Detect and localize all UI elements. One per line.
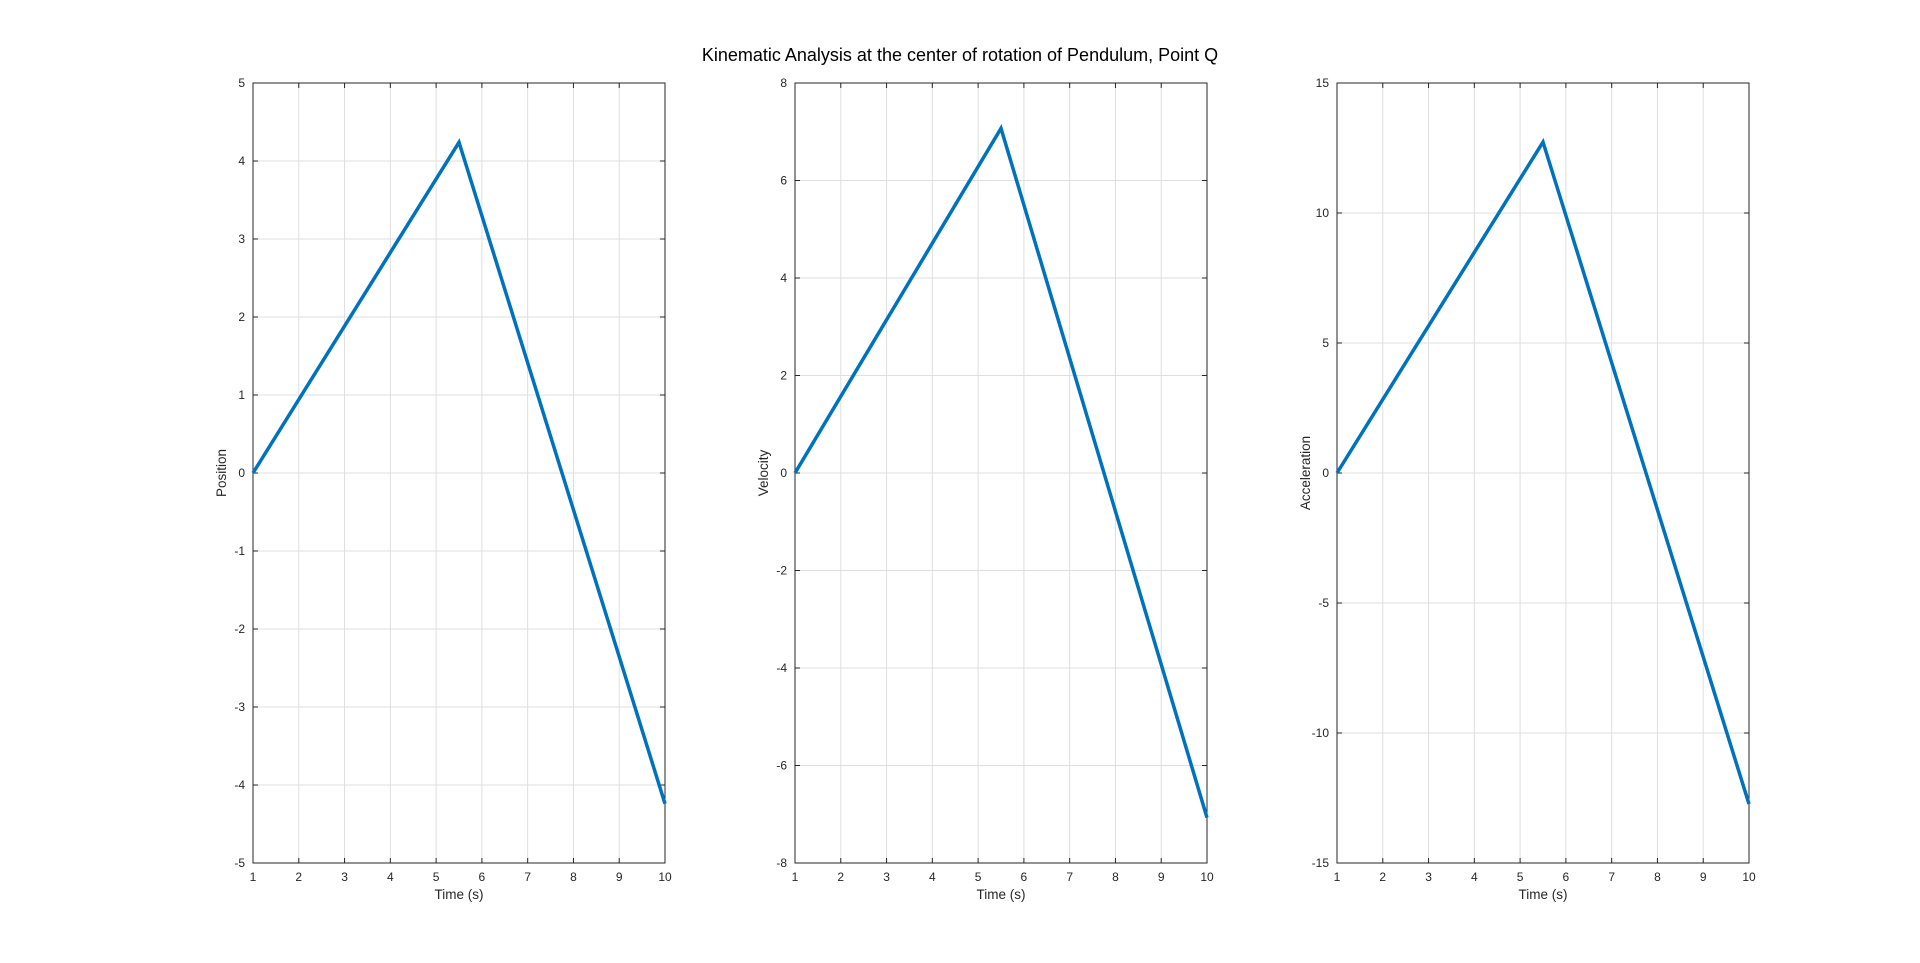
y-tick-label: -15 bbox=[1312, 856, 1330, 870]
y-tick-label: -8 bbox=[776, 856, 787, 870]
x-tick-label: 8 bbox=[1654, 870, 1661, 884]
x-tick-label: 4 bbox=[929, 870, 936, 884]
y-tick-label: -2 bbox=[776, 564, 787, 578]
x-axis-label: Time (s) bbox=[435, 887, 484, 902]
x-tick-label: 9 bbox=[1158, 870, 1165, 884]
x-tick-label: 7 bbox=[1608, 870, 1615, 884]
x-tick-label: 6 bbox=[1563, 870, 1570, 884]
x-tick-label: 3 bbox=[1425, 870, 1432, 884]
y-tick-label: 3 bbox=[238, 232, 245, 246]
x-tick-label: 10 bbox=[1200, 870, 1214, 884]
figure-title: Kinematic Analysis at the center of rota… bbox=[702, 45, 1218, 65]
x-tick-label: 3 bbox=[341, 870, 348, 884]
y-tick-label: 15 bbox=[1316, 76, 1330, 90]
x-tick-label: 3 bbox=[883, 870, 890, 884]
y-tick-label: 4 bbox=[780, 271, 787, 285]
y-tick-label: 4 bbox=[238, 154, 245, 168]
y-tick-label: 1 bbox=[238, 388, 245, 402]
y-tick-label: 0 bbox=[238, 466, 245, 480]
x-tick-label: 10 bbox=[658, 870, 672, 884]
x-tick-label: 10 bbox=[1742, 870, 1756, 884]
x-tick-label: 7 bbox=[524, 870, 531, 884]
x-tick-label: 8 bbox=[1112, 870, 1119, 884]
y-tick-label: 6 bbox=[780, 174, 787, 188]
x-axis-label: Time (s) bbox=[977, 887, 1026, 902]
y-axis-label: Velocity bbox=[756, 449, 771, 496]
y-axis-label: Acceleration bbox=[1298, 436, 1313, 510]
y-tick-label: -3 bbox=[234, 700, 245, 714]
x-tick-label: 1 bbox=[792, 870, 799, 884]
x-tick-label: 2 bbox=[837, 870, 844, 884]
y-tick-label: -5 bbox=[1318, 596, 1329, 610]
y-tick-label: 5 bbox=[238, 76, 245, 90]
x-tick-label: 9 bbox=[1700, 870, 1707, 884]
y-tick-label: 2 bbox=[238, 310, 245, 324]
x-tick-label: 2 bbox=[295, 870, 302, 884]
x-tick-label: 2 bbox=[1379, 870, 1386, 884]
x-tick-label: 1 bbox=[250, 870, 257, 884]
y-tick-label: 10 bbox=[1316, 206, 1330, 220]
x-tick-label: 7 bbox=[1066, 870, 1073, 884]
x-axis-label: Time (s) bbox=[1519, 887, 1568, 902]
x-tick-label: 8 bbox=[570, 870, 577, 884]
x-tick-label: 9 bbox=[616, 870, 623, 884]
x-tick-label: 6 bbox=[479, 870, 486, 884]
y-tick-label: -2 bbox=[234, 622, 245, 636]
x-tick-label: 4 bbox=[1471, 870, 1478, 884]
x-tick-label: 5 bbox=[1517, 870, 1524, 884]
series-line bbox=[251, 138, 667, 805]
y-tick-label: -4 bbox=[234, 778, 245, 792]
x-tick-label: 1 bbox=[1334, 870, 1341, 884]
y-tick-label: 0 bbox=[780, 466, 787, 480]
y-tick-label: 8 bbox=[780, 76, 787, 90]
series-line bbox=[793, 124, 1209, 819]
x-tick-label: 5 bbox=[975, 870, 982, 884]
x-tick-label: 6 bbox=[1021, 870, 1028, 884]
y-tick-label: -1 bbox=[234, 544, 245, 558]
y-tick-label: 0 bbox=[1322, 466, 1329, 480]
y-tick-label: -4 bbox=[776, 661, 787, 675]
y-axis-label: Position bbox=[214, 449, 229, 497]
subplot-1: 1 2 3 4 5 6 7 8 9 10 -5 -4 -3 -2 -1 0 1 2 3 4 5 Time (s) Posit… bbox=[214, 76, 672, 902]
y-tick-label: 5 bbox=[1322, 336, 1329, 350]
subplot-3: 1 2 3 4 5 6 7 8 9 10 -15 -10 -5 0 5 10 15 Time (s) Acceler… bbox=[1298, 76, 1756, 902]
x-tick-label: 5 bbox=[433, 870, 440, 884]
subplot-2: 1 2 3 4 5 6 7 8 9 10 -8 -6 -4 -2 0 2 4 6 8 Time (s) Velocity bbox=[756, 76, 1214, 902]
series-line bbox=[1335, 137, 1751, 805]
x-tick-label: 4 bbox=[387, 870, 394, 884]
y-tick-label: -10 bbox=[1312, 726, 1330, 740]
y-tick-label: 2 bbox=[780, 369, 787, 383]
y-tick-label: -5 bbox=[234, 856, 245, 870]
y-tick-label: -6 bbox=[776, 759, 787, 773]
